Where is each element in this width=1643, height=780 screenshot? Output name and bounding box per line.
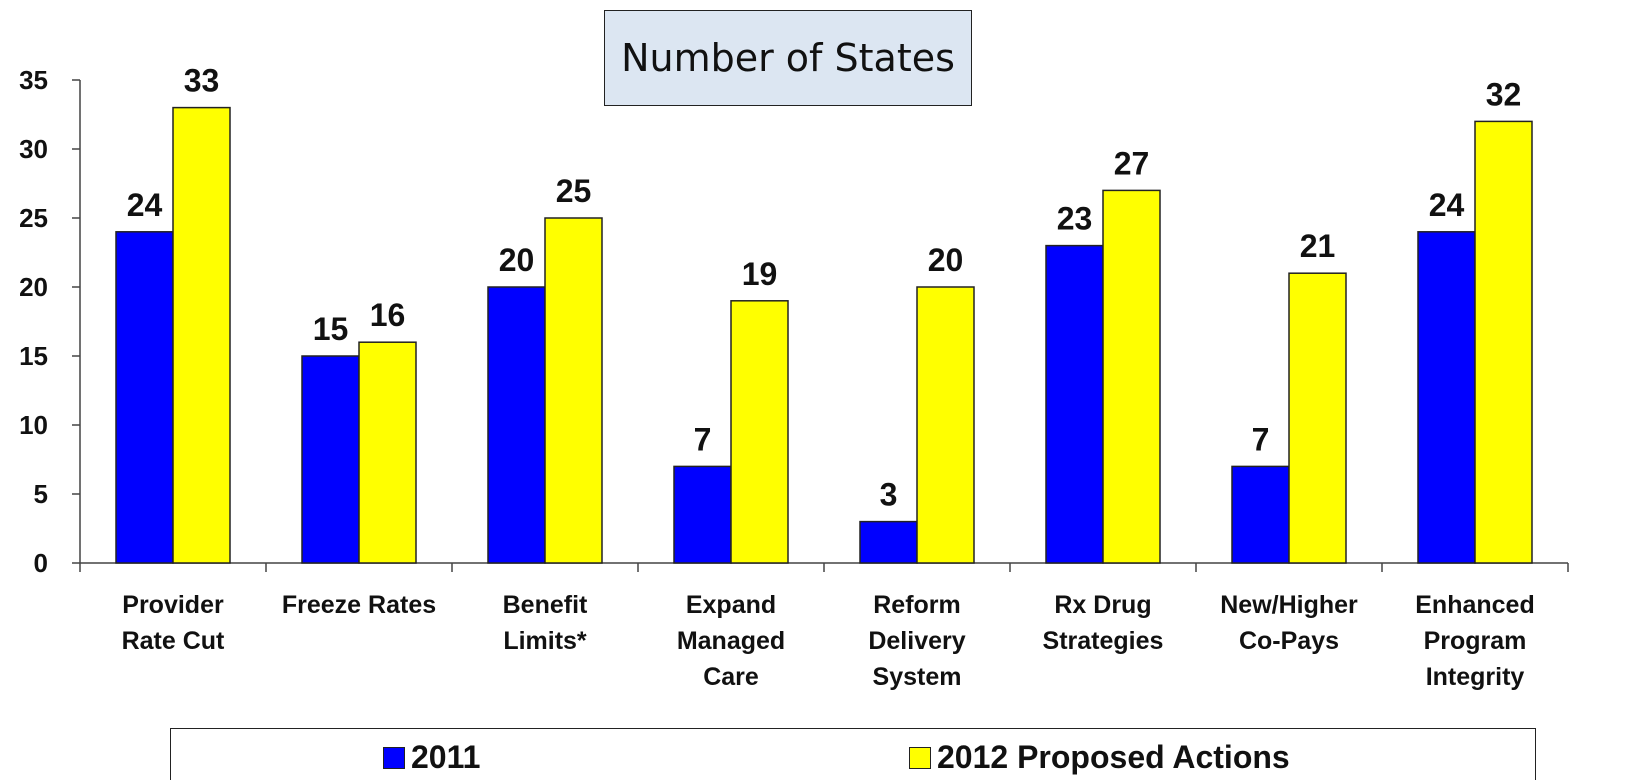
data-label-2011: 20 bbox=[499, 242, 535, 278]
x-category-label-line: Program bbox=[1424, 627, 1527, 655]
data-label-2012: 19 bbox=[742, 256, 778, 292]
bar-2011 bbox=[859, 520, 918, 564]
chart-legend: 2011 2012 Proposed Actions bbox=[170, 728, 1536, 780]
y-tick-label: 5 bbox=[34, 479, 48, 509]
bar-2011 bbox=[487, 286, 546, 564]
chart-title: Number of States bbox=[604, 10, 972, 106]
y-tick-label: 35 bbox=[19, 65, 48, 95]
data-label-2011: 7 bbox=[1252, 421, 1270, 457]
x-category-label-line: Rx Drug bbox=[1054, 591, 1151, 619]
x-category-label-line: System bbox=[873, 663, 962, 691]
x-category-label-line: Limits* bbox=[503, 627, 587, 655]
x-category-label-line: Delivery bbox=[868, 627, 965, 655]
y-tick-label: 10 bbox=[19, 410, 48, 440]
data-label-2012: 20 bbox=[928, 242, 964, 278]
x-category-label-line: Freeze Rates bbox=[282, 591, 436, 619]
bar-2011 bbox=[301, 355, 360, 564]
data-label-2011: 24 bbox=[1429, 187, 1465, 223]
data-label-2012: 21 bbox=[1300, 228, 1336, 264]
data-label-2011: 3 bbox=[880, 477, 898, 513]
x-category-label-line: Rate Cut bbox=[122, 627, 225, 655]
y-tick-label: 15 bbox=[19, 341, 48, 371]
x-category-label: Expand Managed Care bbox=[677, 591, 785, 691]
x-category-label-line: Reform bbox=[873, 591, 961, 619]
legend-label-2012: 2012 Proposed Actions bbox=[937, 739, 1290, 775]
data-label-2012: 32 bbox=[1486, 76, 1522, 112]
x-category-label: Enhanced Program Integrity bbox=[1415, 591, 1534, 691]
bar-2012 bbox=[358, 341, 417, 564]
data-label-2012: 25 bbox=[556, 173, 592, 209]
x-category-label: Benefit Limits* bbox=[503, 591, 588, 655]
legend-item-2011: 2011 bbox=[383, 739, 480, 776]
bar-2011 bbox=[115, 231, 174, 564]
x-category-label: Provider Rate Cut bbox=[122, 591, 225, 655]
bar-2012 bbox=[916, 286, 975, 564]
bar-2012 bbox=[1474, 120, 1533, 564]
y-tick-label: 20 bbox=[19, 272, 48, 302]
x-category-label: New/Higher Co-Pays bbox=[1220, 591, 1358, 655]
bar-2012 bbox=[1288, 272, 1347, 564]
data-label-2012: 16 bbox=[370, 297, 406, 333]
bar-2011 bbox=[1417, 231, 1476, 564]
x-category-label-line: Benefit bbox=[503, 591, 588, 619]
legend-label-2011: 2011 bbox=[411, 739, 481, 775]
x-category-label-line: Enhanced bbox=[1415, 591, 1534, 619]
x-category-label-line: New/Higher bbox=[1220, 591, 1358, 619]
bar-2012 bbox=[1102, 189, 1161, 564]
chart-bars bbox=[115, 106, 1533, 564]
chart-labels: 24 33 Provider Rate Cut 15 16 Freeze Rates 20 25… bbox=[122, 63, 1535, 691]
data-label-2011: 23 bbox=[1057, 201, 1093, 237]
x-category-label-line: Integrity bbox=[1426, 663, 1525, 691]
x-category-label-line: Provider bbox=[122, 591, 224, 619]
legend-swatch-2011 bbox=[383, 746, 405, 769]
data-label-2011: 7 bbox=[694, 421, 712, 457]
y-tick-label: 0 bbox=[34, 548, 48, 578]
bar-2012 bbox=[172, 106, 231, 564]
data-label-2012: 27 bbox=[1114, 145, 1150, 181]
x-category-label: Rx Drug Strategies bbox=[1043, 591, 1164, 655]
x-category-label: Reform Delivery System bbox=[868, 591, 965, 691]
x-category-label-line: Care bbox=[703, 663, 759, 691]
x-category-label-line: Expand bbox=[686, 591, 776, 619]
legend-item-2012: 2012 Proposed Actions bbox=[909, 739, 1290, 776]
legend-swatch-2012 bbox=[909, 746, 931, 769]
bar-2011 bbox=[673, 465, 732, 564]
data-label-2012: 33 bbox=[184, 63, 220, 99]
bar-2011 bbox=[1231, 465, 1290, 564]
bar-2012 bbox=[544, 217, 603, 564]
data-label-2011: 24 bbox=[127, 187, 163, 223]
x-category-label-line: Managed bbox=[677, 627, 785, 655]
y-tick-label: 25 bbox=[19, 203, 48, 233]
y-tick-label: 30 bbox=[19, 134, 48, 164]
x-category-label-line: Strategies bbox=[1043, 627, 1164, 655]
data-label-2011: 15 bbox=[313, 311, 349, 347]
x-category-label-line: Co-Pays bbox=[1239, 627, 1339, 655]
bar-2011 bbox=[1045, 244, 1104, 564]
x-category-label: Freeze Rates bbox=[282, 591, 436, 619]
bar-2012 bbox=[730, 300, 789, 564]
